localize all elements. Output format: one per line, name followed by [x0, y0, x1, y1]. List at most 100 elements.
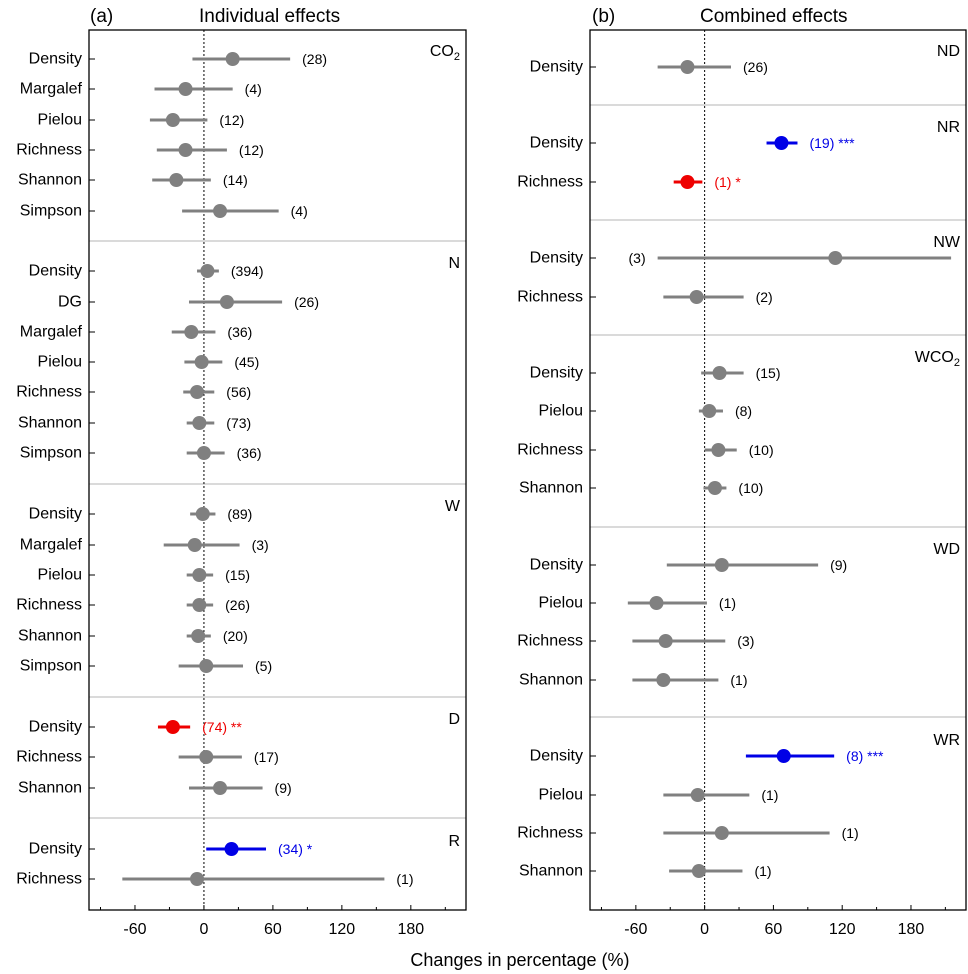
effect-point — [225, 52, 240, 66]
effect-point — [199, 750, 214, 764]
effect-row: Density (19) *** — [530, 135, 856, 152]
sample-size-label: (17) — [254, 749, 279, 765]
metric-label: Richness — [517, 289, 583, 306]
effect-point — [702, 404, 717, 418]
sample-size-label: (26) — [294, 294, 319, 310]
x-tick-label: 60 — [264, 921, 282, 938]
effect-row: Density (89) — [29, 506, 253, 523]
section-label-text: R — [448, 833, 460, 850]
sample-size-label: (9) — [275, 780, 292, 796]
effect-point — [828, 251, 843, 265]
x-tick-label: 0 — [199, 921, 208, 938]
section-label-text: D — [448, 711, 460, 728]
effect-row: Pielou (45) — [38, 354, 260, 371]
section-label: W — [445, 498, 461, 515]
effect-point — [224, 842, 239, 856]
sample-size-label: (14) — [223, 172, 248, 188]
effect-point — [219, 295, 234, 309]
sample-size-label: (4) — [245, 81, 262, 97]
x-tick-label: 120 — [329, 921, 356, 938]
effect-row: Density (28) — [29, 51, 327, 68]
effect-row: Density (34) * — [29, 841, 313, 858]
x-tick-label: 0 — [700, 921, 709, 938]
effect-point — [200, 264, 215, 278]
effect-point — [192, 598, 207, 612]
section-label: N — [448, 255, 460, 272]
plot-frame — [589, 29, 967, 911]
section-label-subscript: 2 — [454, 51, 460, 63]
section-label-text: CO — [430, 43, 454, 60]
sample-size-label: (8) — [735, 403, 752, 419]
sample-size-label: (3) — [737, 633, 754, 649]
effect-row: Margalef (4) — [20, 81, 262, 98]
effect-row: DG (26) — [58, 294, 319, 311]
section-label-text: N — [448, 255, 460, 272]
effect-point — [213, 204, 228, 218]
effect-row: Pielou (8) — [539, 403, 753, 420]
effect-row: Shannon (9) — [18, 780, 292, 797]
sample-size-label: (1) — [761, 787, 778, 803]
effect-point — [187, 538, 202, 552]
sample-size-label: (28) — [302, 51, 327, 67]
sample-size-label: (3) — [629, 250, 646, 266]
sample-size-label: (9) — [830, 557, 847, 573]
section-label-subscript: 2 — [954, 357, 960, 369]
effect-point — [691, 864, 706, 878]
sample-size-label: (15) — [756, 365, 781, 381]
metric-label: Pielou — [38, 112, 82, 129]
metric-label: Pielou — [539, 595, 583, 612]
x-tick-label: -60 — [123, 921, 146, 938]
metric-label: Richness — [16, 749, 82, 766]
metric-label: Shannon — [18, 415, 82, 432]
effect-row: Margalef (36) — [20, 324, 253, 341]
panel-title: Individual effects — [199, 6, 340, 27]
effect-row: Richness (3) — [517, 633, 754, 650]
metric-label: Density — [530, 250, 583, 267]
section-label: CO2 — [430, 43, 460, 63]
effect-row: Richness (2) — [517, 289, 773, 306]
x-tick-label: 60 — [765, 921, 783, 938]
metric-label: Margalef — [20, 81, 83, 98]
section-label-text: WCO — [915, 349, 954, 366]
effect-row: Density (3) — [530, 250, 952, 267]
panel-individual-effects: (a) Individual effects -60 0 60 120 180 CO2 De… — [16, 6, 467, 938]
metric-label: DG — [58, 294, 82, 311]
effect-point — [714, 558, 729, 572]
effect-point — [191, 629, 206, 643]
sample-size-label: (26) — [743, 59, 768, 75]
sample-size-label: (15) — [225, 567, 250, 583]
sample-size-label: (10) — [749, 442, 774, 458]
section-label: WD — [933, 541, 960, 558]
sample-size-label: (20) — [223, 628, 248, 644]
effect-row: Margalef (3) — [20, 537, 269, 554]
effect-row: Richness (1) * — [517, 174, 741, 191]
effect-point — [190, 385, 205, 399]
effect-point — [658, 634, 673, 648]
metric-label: Shannon — [519, 672, 583, 689]
metric-label: Density — [530, 135, 583, 152]
sample-size-label: (89) — [227, 506, 252, 522]
panel-tag: (a) — [90, 6, 113, 27]
effect-point — [165, 113, 180, 127]
effect-row: Richness (1) — [517, 825, 859, 842]
effect-row: Density (9) — [530, 557, 848, 574]
effect-point — [169, 173, 184, 187]
effect-point — [776, 749, 791, 763]
sample-size-label: (12) — [219, 112, 244, 128]
effect-row: Shannon (20) — [18, 628, 248, 645]
metric-label: Shannon — [18, 628, 82, 645]
x-tick-label: 180 — [397, 921, 424, 938]
section-label: D — [448, 711, 460, 728]
metric-label: Pielou — [38, 567, 82, 584]
metric-label: Richness — [16, 597, 82, 614]
metric-label: Density — [29, 719, 82, 736]
sample-size-label: (4) — [291, 203, 308, 219]
metric-label: Pielou — [539, 403, 583, 420]
sample-size-label: (36) — [237, 445, 262, 461]
x-tick-label: 180 — [898, 921, 925, 938]
metric-label: Density — [29, 51, 82, 68]
metric-label: Pielou — [38, 354, 82, 371]
effect-point — [195, 507, 210, 521]
sample-size-label: (26) — [225, 597, 250, 613]
